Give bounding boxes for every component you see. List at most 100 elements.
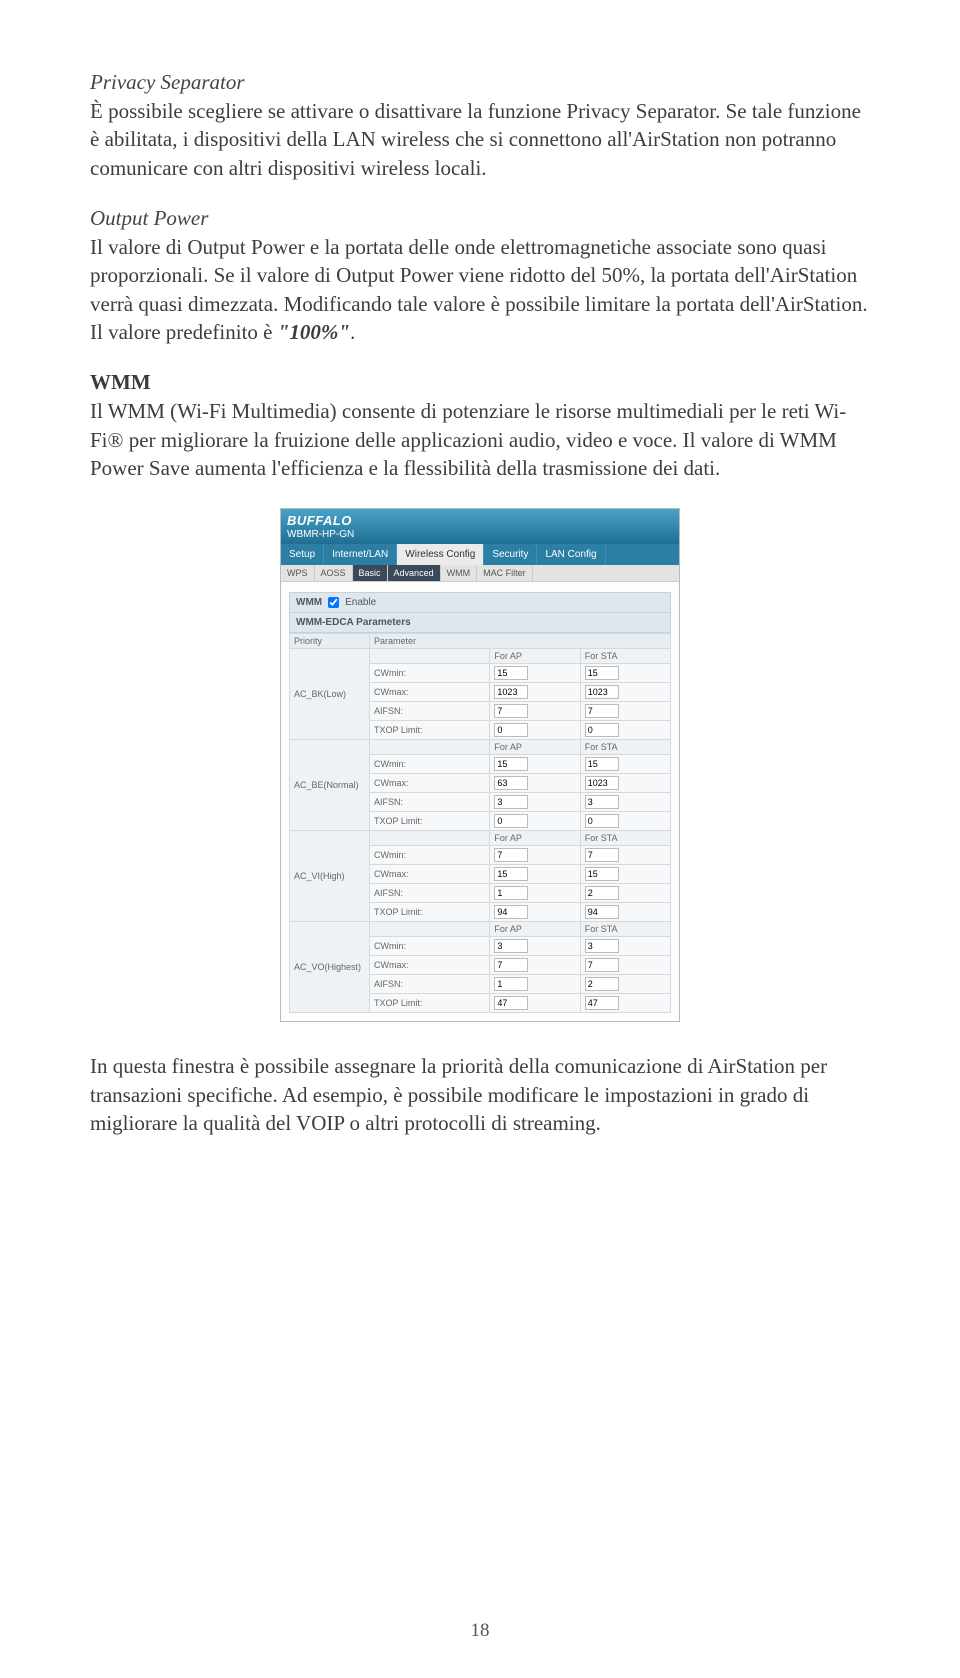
param-ap-cell bbox=[490, 865, 580, 884]
param-sta-input[interactable] bbox=[585, 704, 619, 718]
subtab-aoss[interactable]: AOSS bbox=[315, 565, 353, 581]
output-power-body: Il valore di Output Power e la portata d… bbox=[90, 233, 870, 346]
param-sta-cell bbox=[580, 683, 670, 702]
param-sta-cell bbox=[580, 865, 670, 884]
param-sta-cell bbox=[580, 975, 670, 994]
maintab-setup[interactable]: Setup bbox=[281, 544, 324, 565]
wmm-body: Il WMM (Wi-Fi Multimedia) consente di po… bbox=[90, 397, 870, 482]
param-ap-cell bbox=[490, 755, 580, 774]
param-sta-cell bbox=[580, 755, 670, 774]
param-label: TXOP Limit: bbox=[370, 903, 490, 922]
maintab-internet-lan[interactable]: Internet/LAN bbox=[324, 544, 397, 565]
param-ap-input[interactable] bbox=[494, 757, 528, 771]
page-number: 18 bbox=[0, 1620, 960, 1642]
param-blank bbox=[370, 649, 490, 664]
maintab-security[interactable]: Security bbox=[484, 544, 537, 565]
param-sta-input[interactable] bbox=[585, 685, 619, 699]
param-label: AIFSN: bbox=[370, 793, 490, 812]
output-power-title: Output Power bbox=[90, 206, 870, 231]
router-content: WMM Enable WMM-EDCA Parameters Priority … bbox=[281, 582, 679, 1021]
param-ap-input[interactable] bbox=[494, 795, 528, 809]
param-label: AIFSN: bbox=[370, 975, 490, 994]
col-priority: Priority bbox=[290, 634, 370, 649]
param-ap-cell bbox=[490, 937, 580, 956]
param-sta-cell bbox=[580, 793, 670, 812]
param-label: CWmax: bbox=[370, 956, 490, 975]
param-sta-input[interactable] bbox=[585, 757, 619, 771]
priority-cell: AC_BK(Low) bbox=[290, 649, 370, 740]
col-sta: For STA bbox=[580, 649, 670, 664]
param-sta-cell bbox=[580, 664, 670, 683]
param-sta-input[interactable] bbox=[585, 977, 619, 991]
param-sta-input[interactable] bbox=[585, 958, 619, 972]
col-parameter: Parameter bbox=[370, 634, 671, 649]
param-ap-input[interactable] bbox=[494, 685, 528, 699]
col-ap: For AP bbox=[490, 649, 580, 664]
param-ap-input[interactable] bbox=[494, 977, 528, 991]
output-power-section: Output Power Il valore di Output Power e… bbox=[90, 206, 870, 346]
param-label: AIFSN: bbox=[370, 884, 490, 903]
privacy-separator-body: È possibile scegliere se attivare o disa… bbox=[90, 97, 870, 182]
wmm-enable-label: WMM bbox=[296, 597, 322, 608]
param-label: TXOP Limit: bbox=[370, 994, 490, 1013]
param-sta-input[interactable] bbox=[585, 867, 619, 881]
param-label: CWmin: bbox=[370, 846, 490, 865]
priority-cell: AC_VO(Highest) bbox=[290, 922, 370, 1013]
param-sta-input[interactable] bbox=[585, 848, 619, 862]
param-ap-cell bbox=[490, 683, 580, 702]
priority-cell: AC_VI(High) bbox=[290, 831, 370, 922]
param-sta-input[interactable] bbox=[585, 795, 619, 809]
param-ap-input[interactable] bbox=[494, 848, 528, 862]
edca-title: WMM-EDCA Parameters bbox=[289, 613, 671, 633]
param-ap-input[interactable] bbox=[494, 996, 528, 1010]
param-ap-cell bbox=[490, 702, 580, 721]
param-ap-input[interactable] bbox=[494, 939, 528, 953]
wmm-enable-checkbox[interactable] bbox=[328, 597, 339, 608]
param-sta-input[interactable] bbox=[585, 723, 619, 737]
param-sta-input[interactable] bbox=[585, 776, 619, 790]
param-ap-input[interactable] bbox=[494, 867, 528, 881]
param-sta-input[interactable] bbox=[585, 814, 619, 828]
param-ap-input[interactable] bbox=[494, 886, 528, 900]
param-sta-input[interactable] bbox=[585, 939, 619, 953]
param-ap-input[interactable] bbox=[494, 958, 528, 972]
wmm-enable-checkbox-label: Enable bbox=[345, 597, 376, 608]
subtab-wmm[interactable]: WMM bbox=[441, 565, 478, 581]
col-sta: For STA bbox=[580, 922, 670, 937]
param-sta-cell bbox=[580, 846, 670, 865]
subtab-basic[interactable]: Basic bbox=[353, 565, 388, 581]
maintab-lan-config[interactable]: LAN Config bbox=[537, 544, 605, 565]
maintab-wireless-config[interactable]: Wireless Config bbox=[397, 544, 484, 565]
wmm-enable-row: WMM Enable bbox=[289, 592, 671, 613]
param-sta-input[interactable] bbox=[585, 886, 619, 900]
param-label: TXOP Limit: bbox=[370, 812, 490, 831]
param-ap-cell bbox=[490, 664, 580, 683]
param-ap-input[interactable] bbox=[494, 905, 528, 919]
param-ap-input[interactable] bbox=[494, 666, 528, 680]
param-ap-cell bbox=[490, 975, 580, 994]
param-sta-input[interactable] bbox=[585, 666, 619, 680]
router-model: WBMR-HP-GN bbox=[287, 529, 673, 540]
edca-table: Priority Parameter AC_BK(Low)For APFor S… bbox=[289, 633, 671, 1013]
param-sta-input[interactable] bbox=[585, 905, 619, 919]
param-ap-cell bbox=[490, 721, 580, 740]
param-ap-cell bbox=[490, 884, 580, 903]
wmm-section: WMM Il WMM (Wi-Fi Multimedia) consente d… bbox=[90, 370, 870, 482]
subtab-mac-filter[interactable]: MAC Filter bbox=[477, 565, 533, 581]
param-sta-input[interactable] bbox=[585, 996, 619, 1010]
param-ap-cell bbox=[490, 793, 580, 812]
param-ap-input[interactable] bbox=[494, 776, 528, 790]
param-ap-input[interactable] bbox=[494, 723, 528, 737]
param-label: CWmax: bbox=[370, 683, 490, 702]
param-ap-input[interactable] bbox=[494, 704, 528, 718]
param-blank bbox=[370, 922, 490, 937]
closing-paragraph: In questa finestra è possibile assegnare… bbox=[90, 1052, 870, 1137]
router-brand: BUFFALO bbox=[287, 513, 673, 528]
router-maintabs: SetupInternet/LANWireless ConfigSecurity… bbox=[281, 544, 679, 565]
subtab-advanced[interactable]: Advanced bbox=[388, 565, 441, 581]
param-ap-input[interactable] bbox=[494, 814, 528, 828]
param-label: CWmin: bbox=[370, 664, 490, 683]
subtab-wps[interactable]: WPS bbox=[281, 565, 315, 581]
param-ap-cell bbox=[490, 903, 580, 922]
col-sta: For STA bbox=[580, 831, 670, 846]
